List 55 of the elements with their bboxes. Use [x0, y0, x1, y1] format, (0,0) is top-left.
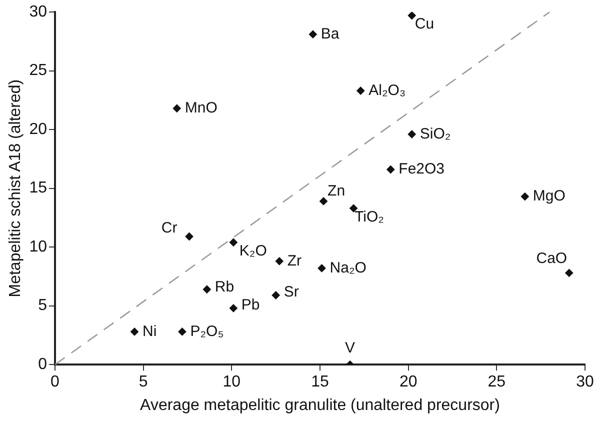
point — [130, 328, 138, 336]
point — [202, 285, 211, 294]
series-label: TiO₂ — [354, 208, 384, 226]
point — [185, 232, 194, 240]
point — [272, 291, 280, 300]
y-tick-label: 20 — [29, 120, 48, 138]
point — [565, 268, 574, 277]
y-tick-label: 25 — [29, 62, 48, 80]
point — [408, 12, 416, 20]
x-tick-label: 20 — [399, 374, 418, 391]
y-axis-title: Metapelitic schist A18 (altered) — [7, 79, 24, 298]
point — [318, 264, 326, 272]
point — [408, 130, 416, 138]
x-tick-label: 10 — [222, 374, 241, 391]
series-label: Na₂O — [330, 259, 366, 276]
point — [308, 30, 317, 38]
x-tick-label: 0 — [50, 374, 60, 391]
point — [356, 86, 365, 95]
point — [520, 192, 529, 201]
series-label: Pb — [241, 296, 260, 314]
series-label: Ba — [320, 25, 340, 42]
y-tick-label: 0 — [38, 356, 48, 374]
x-tick-label: 15 — [311, 374, 329, 391]
y-tick-label: 10 — [29, 238, 48, 256]
series-label: Cr — [161, 220, 178, 237]
series-label: CaO — [536, 250, 568, 268]
series-label: MnO — [184, 100, 218, 117]
series-label: Fe2O3 — [398, 160, 445, 178]
point — [350, 204, 358, 212]
series-label: Al₂O₃ — [368, 82, 406, 99]
point — [172, 104, 181, 112]
series-label: K₂O — [239, 242, 267, 260]
series-label: P₂O₅ — [190, 322, 224, 340]
series-label: Zn — [328, 182, 346, 200]
point — [386, 165, 395, 174]
point — [275, 257, 284, 266]
x-tick-label: 5 — [138, 374, 148, 391]
series-label: Rb — [214, 278, 234, 296]
point — [229, 238, 238, 246]
x-tick-label: 30 — [576, 374, 594, 391]
series-label: SiO₂ — [420, 125, 451, 142]
series-label: Sr — [284, 283, 299, 300]
series-label: MgO — [532, 188, 566, 205]
y-tick-label: 15 — [29, 180, 48, 197]
x-axis-title: Average metapelitic granulite (unaltered precursor) — [140, 396, 500, 414]
point — [178, 328, 186, 336]
series-label: Cu — [414, 16, 434, 33]
point — [229, 304, 238, 312]
series-label: V — [345, 340, 356, 357]
y-tick-label: 5 — [38, 297, 48, 314]
series-label: Zr — [287, 252, 302, 270]
y-tick-label: 30 — [29, 3, 48, 20]
x-tick-label: 25 — [488, 374, 506, 391]
series-label: Ni — [142, 322, 157, 340]
point — [320, 197, 328, 206]
